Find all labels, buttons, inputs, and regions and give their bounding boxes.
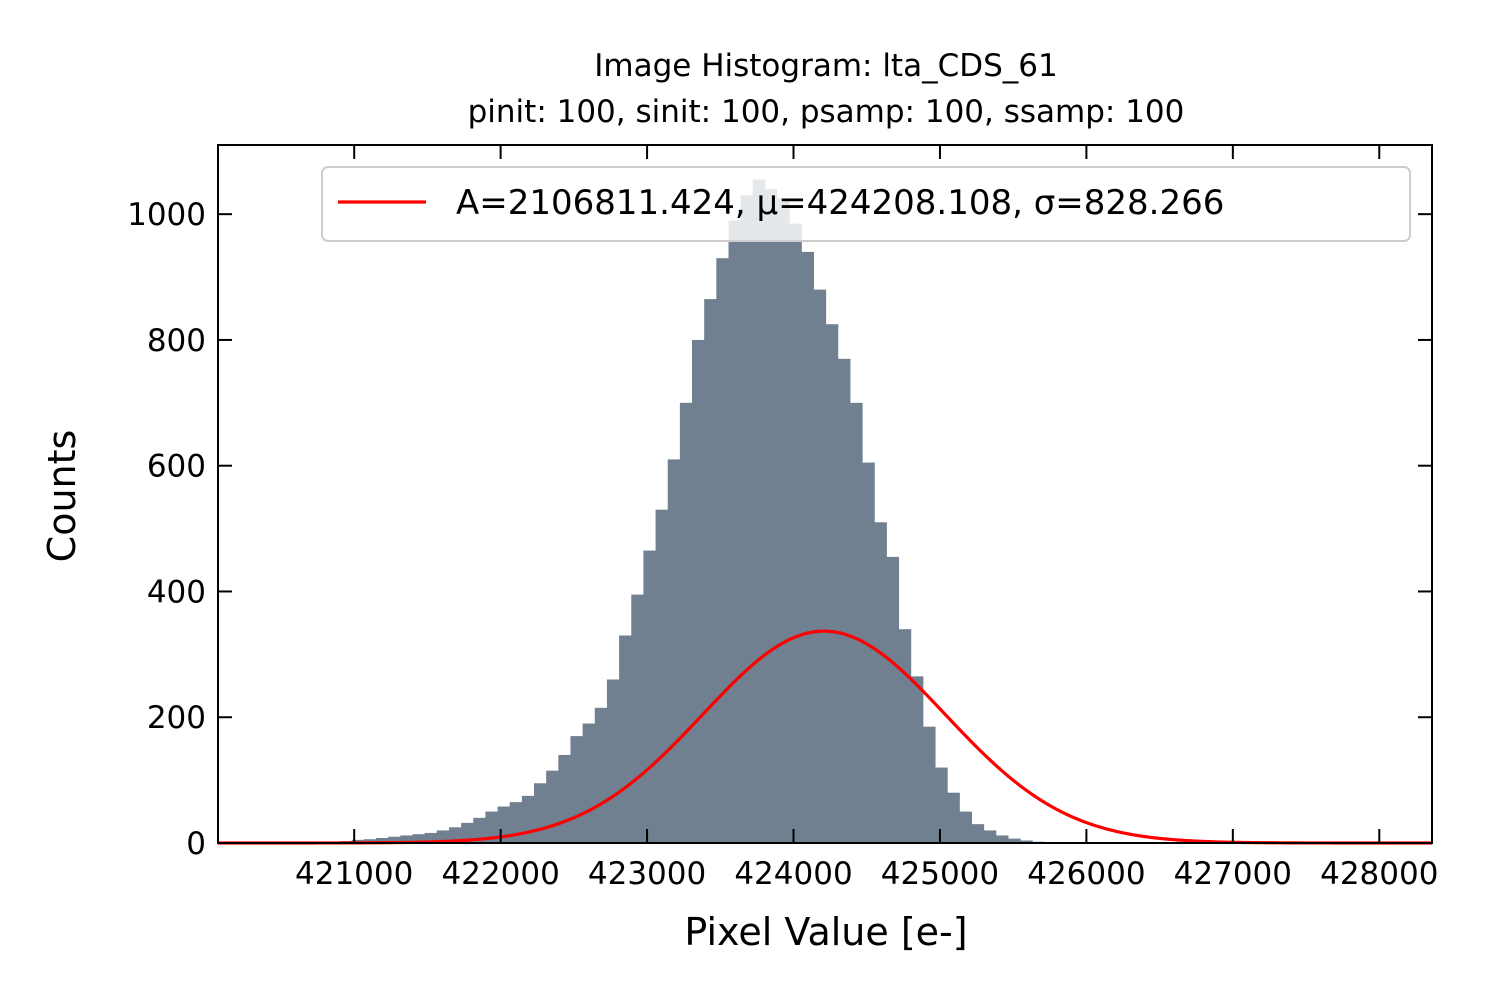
histogram-bar [376, 837, 389, 843]
histogram-bar [594, 707, 608, 843]
x-axis-label: Pixel Value [e-] [684, 910, 967, 954]
histogram-bar [971, 824, 985, 843]
histogram-bar [619, 635, 632, 843]
histogram-bar [448, 827, 462, 843]
histogram-bar [740, 195, 754, 843]
histogram-bar [789, 223, 802, 844]
histogram-bar [825, 324, 839, 844]
histogram-bar [1008, 838, 1021, 843]
histogram-bar [752, 179, 766, 844]
histogram-bar [837, 358, 851, 843]
histogram-bar [655, 509, 669, 843]
histogram-bar [947, 792, 960, 843]
histogram-bar [922, 726, 936, 843]
plot-frame [217, 144, 1433, 844]
histogram-bar [461, 822, 474, 843]
histogram-bar [862, 462, 875, 843]
histogram-bar [995, 835, 1009, 843]
histogram-bar [534, 783, 547, 843]
histogram-bar [485, 811, 498, 843]
histogram-bar [643, 550, 656, 843]
histogram-bar [728, 220, 742, 843]
x-tick-label: 421000 [295, 856, 413, 892]
y-tick-label: 800 [147, 323, 206, 359]
histogram-bar [704, 299, 717, 843]
histogram-bar [582, 723, 596, 843]
histogram-bar [1020, 840, 1033, 843]
histogram-bar [667, 459, 681, 843]
histogram-bar [850, 402, 863, 843]
histogram-bar [400, 835, 413, 843]
histogram-bars [303, 179, 1058, 844]
histogram-bar [473, 817, 486, 843]
y-tick-label: 200 [147, 700, 206, 736]
y-tick-label: 0 [186, 826, 206, 862]
histogram-bar [363, 839, 377, 843]
legend-entry-fit: A=2106811.424, μ=424208.108, σ=828.266 [456, 183, 1224, 223]
x-tick-label: 422000 [441, 856, 559, 892]
x-tick-label: 423000 [588, 856, 706, 892]
chart-title: Image Histogram: lta_CDS_61 [594, 48, 1057, 84]
histogram-bar [935, 767, 948, 843]
histogram-bar [910, 676, 924, 843]
histogram-bar [983, 830, 997, 843]
histogram-bar [813, 289, 827, 843]
histogram-bar [388, 836, 401, 843]
histogram-bar [777, 198, 790, 843]
histogram-bar [570, 736, 584, 843]
histogram-bar [412, 834, 426, 843]
histogram-bar [606, 679, 620, 843]
histogram-bar [424, 832, 438, 843]
histogram-bar [692, 339, 705, 843]
histogram-bar [764, 189, 778, 843]
x-tick-label: 427000 [1174, 856, 1292, 892]
axis-ticks: 421000 422000 423000 424000 425000 426000 4270… [127, 145, 1438, 892]
histogram-bar [886, 556, 900, 843]
histogram-bar [679, 402, 693, 843]
histogram-bar [959, 811, 972, 843]
y-tick-label: 600 [147, 449, 206, 485]
histogram-bar [631, 594, 644, 843]
legend: A=2106811.424, μ=424208.108, σ=828.266 [321, 166, 1411, 242]
histogram-bar [546, 770, 559, 843]
histogram-bar [801, 251, 814, 843]
x-tick-label: 425000 [881, 856, 999, 892]
histogram-bar [521, 795, 535, 843]
x-tick-label: 428000 [1320, 856, 1438, 892]
x-tick-label: 426000 [1027, 856, 1145, 892]
y-tick-label: 1000 [127, 197, 206, 233]
histogram-bar [874, 522, 887, 843]
histogram-bar [898, 629, 912, 843]
chart-subtitle: pinit: 100, sinit: 100, psamp: 100, ssam… [468, 94, 1185, 130]
y-tick-label: 400 [147, 574, 206, 610]
x-tick-label: 424000 [734, 856, 852, 892]
legend-box [321, 166, 1411, 242]
y-axis-label: Counts [40, 430, 84, 563]
histogram-bar [558, 754, 571, 843]
histogram-bar [716, 258, 729, 843]
